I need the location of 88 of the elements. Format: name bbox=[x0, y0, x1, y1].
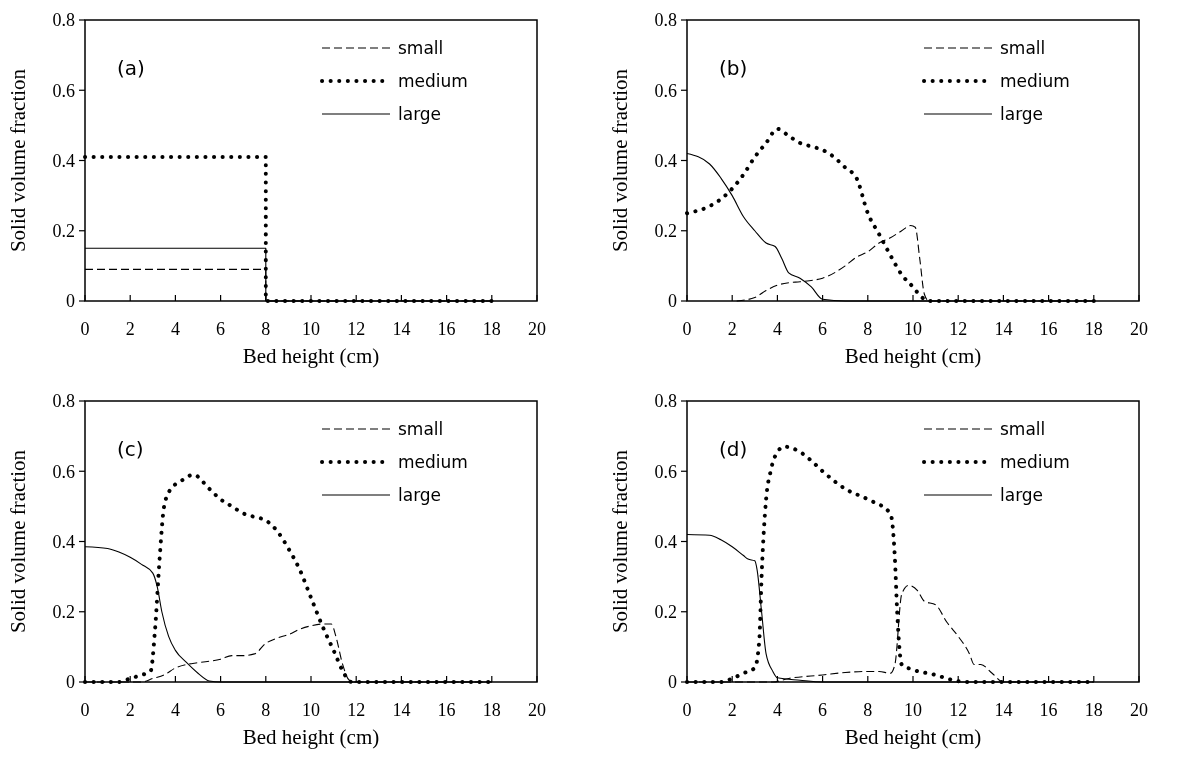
y-tick-label: 0.2 bbox=[654, 221, 677, 242]
x-tick-label: 2 bbox=[125, 319, 135, 339]
x-tick-label: 16 bbox=[437, 319, 456, 339]
y-axis-title: Solid volume fraction bbox=[608, 449, 632, 634]
legend-label: large bbox=[398, 103, 442, 124]
y-tick-label: 0 bbox=[668, 291, 677, 312]
x-tick-label: 0 bbox=[682, 700, 692, 720]
x-tick-label: 14 bbox=[994, 700, 1013, 720]
x-tick-label: 2 bbox=[727, 319, 737, 339]
x-tick-label: 12 bbox=[949, 319, 968, 339]
y-axis-title: Solid volume fraction bbox=[6, 449, 30, 634]
y-tick-label: 0.4 bbox=[654, 150, 677, 171]
x-tick-label: 8 bbox=[261, 319, 271, 339]
legend-label: large bbox=[1000, 484, 1044, 505]
y-axis-title: Solid volume fraction bbox=[608, 68, 632, 253]
x-tick-label: 16 bbox=[437, 700, 456, 720]
x-tick-label: 12 bbox=[347, 319, 366, 339]
x-tick-label: 4 bbox=[772, 700, 782, 720]
y-tick-label: 0.8 bbox=[654, 10, 677, 31]
y-axis-title: Solid volume fraction bbox=[6, 68, 30, 253]
x-tick-label: 18 bbox=[1084, 700, 1103, 720]
x-tick-label: 10 bbox=[904, 319, 922, 339]
x-tick-label: 12 bbox=[949, 700, 968, 720]
legend-label: medium bbox=[1000, 70, 1070, 91]
x-tick-label: 8 bbox=[863, 319, 873, 339]
x-tick-label: 2 bbox=[727, 700, 737, 720]
x-tick-label: 16 bbox=[1039, 319, 1058, 339]
x-tick-label: 6 bbox=[216, 700, 226, 720]
y-tick-label: 0.8 bbox=[654, 391, 677, 412]
y-tick-label: 0 bbox=[668, 672, 677, 693]
y-tick-label: 0.6 bbox=[654, 80, 677, 101]
x-axis-title: Bed height (cm) bbox=[844, 344, 982, 368]
legend-label: large bbox=[1000, 103, 1044, 124]
x-tick-label: 12 bbox=[347, 700, 366, 720]
x-tick-label: 0 bbox=[682, 319, 692, 339]
y-tick-label: 0.8 bbox=[52, 391, 75, 412]
x-tick-label: 0 bbox=[80, 700, 90, 720]
legend-label: small bbox=[1000, 37, 1046, 58]
legend-label: medium bbox=[1000, 451, 1070, 472]
y-tick-label: 0.8 bbox=[52, 10, 75, 31]
annotation: (a) bbox=[117, 56, 145, 80]
legend-label: small bbox=[398, 37, 444, 58]
x-tick-label: 8 bbox=[863, 700, 873, 720]
y-tick-label: 0.4 bbox=[654, 531, 677, 552]
x-tick-label: 10 bbox=[302, 319, 320, 339]
x-tick-label: 6 bbox=[818, 319, 828, 339]
legend-label: small bbox=[1000, 418, 1046, 439]
x-tick-label: 14 bbox=[392, 700, 411, 720]
y-tick-label: 0 bbox=[66, 291, 75, 312]
x-tick-label: 10 bbox=[302, 700, 320, 720]
legend-label: large bbox=[398, 484, 442, 505]
x-tick-label: 14 bbox=[994, 319, 1013, 339]
y-tick-label: 0.2 bbox=[52, 221, 75, 242]
x-tick-label: 6 bbox=[818, 700, 828, 720]
x-tick-label: 18 bbox=[482, 700, 501, 720]
x-tick-label: 10 bbox=[904, 700, 922, 720]
x-tick-label: 2 bbox=[125, 700, 135, 720]
x-tick-label: 20 bbox=[528, 319, 546, 339]
x-tick-label: 4 bbox=[170, 319, 180, 339]
x-tick-label: 6 bbox=[216, 319, 226, 339]
x-tick-label: 18 bbox=[1084, 319, 1103, 339]
x-tick-label: 0 bbox=[80, 319, 90, 339]
x-tick-label: 16 bbox=[1039, 700, 1058, 720]
x-axis-title: Bed height (cm) bbox=[844, 725, 982, 749]
x-tick-label: 20 bbox=[1130, 700, 1148, 720]
x-tick-label: 4 bbox=[170, 700, 180, 720]
y-tick-label: 0.6 bbox=[52, 461, 75, 482]
y-tick-label: 0.2 bbox=[52, 602, 75, 623]
x-tick-label: 8 bbox=[261, 700, 271, 720]
y-tick-label: 0.2 bbox=[654, 602, 677, 623]
annotation: (d) bbox=[719, 437, 748, 461]
y-tick-label: 0.4 bbox=[52, 531, 75, 552]
x-tick-label: 4 bbox=[772, 319, 782, 339]
annotation: (b) bbox=[719, 56, 748, 80]
y-tick-label: 0.6 bbox=[654, 461, 677, 482]
legend-label: medium bbox=[398, 451, 468, 472]
legend-label: small bbox=[398, 418, 444, 439]
x-axis-title: Bed height (cm) bbox=[242, 725, 380, 749]
x-tick-label: 20 bbox=[1130, 319, 1148, 339]
legend-label: medium bbox=[398, 70, 468, 91]
y-tick-label: 0.6 bbox=[52, 80, 75, 101]
annotation: (c) bbox=[117, 437, 144, 461]
y-tick-label: 0.4 bbox=[52, 150, 75, 171]
x-tick-label: 18 bbox=[482, 319, 501, 339]
x-tick-label: 20 bbox=[528, 700, 546, 720]
x-tick-label: 14 bbox=[392, 319, 411, 339]
x-axis-title: Bed height (cm) bbox=[242, 344, 380, 368]
y-tick-label: 0 bbox=[66, 672, 75, 693]
